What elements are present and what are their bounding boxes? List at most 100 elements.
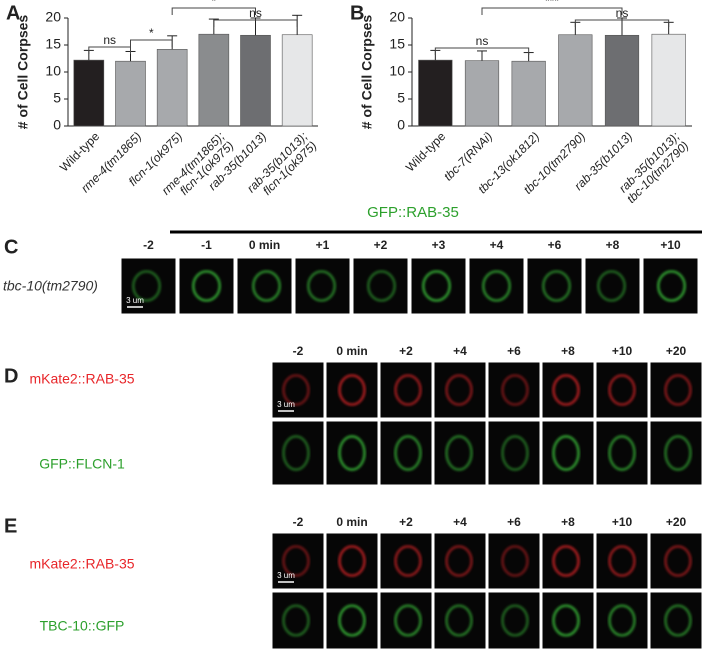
time-label: +6: [548, 238, 562, 252]
y-tick-label: 20: [389, 9, 405, 25]
bar: [418, 59, 453, 127]
significance-bracket: [481, 7, 623, 15]
micrograph: [434, 362, 486, 418]
micrograph-border: [649, 532, 703, 590]
micrograph-border: [433, 591, 487, 649]
cell-signal: [307, 270, 336, 302]
micrograph: [121, 258, 176, 314]
y-tick-label: 15: [45, 36, 61, 52]
time-label: +10: [612, 515, 633, 529]
micrograph: [596, 421, 648, 485]
micrograph-border: [271, 591, 325, 649]
micrograph-border: [325, 420, 379, 486]
row-label: mKate2::RAB-35: [29, 371, 134, 387]
micrograph: [469, 258, 524, 314]
significance-label: ns: [476, 34, 489, 48]
micrograph: [272, 533, 324, 589]
panel-letter: E: [4, 515, 17, 537]
bar: [240, 34, 271, 127]
significance-label: ns: [616, 6, 629, 20]
cell-signal: [338, 545, 366, 577]
micrograph: [596, 592, 648, 649]
time-label: +8: [606, 238, 620, 252]
bar: [558, 34, 593, 127]
micrograph: [326, 533, 378, 589]
row-label: tbc-10(tm2790): [3, 278, 98, 294]
micrograph-border: [433, 532, 487, 590]
y-tick-label: 5: [53, 90, 61, 106]
micrograph-border: [649, 361, 703, 419]
micrograph: [488, 533, 540, 589]
cell-signal: [445, 435, 473, 471]
micrograph: [434, 592, 486, 649]
micrograph: [353, 258, 408, 314]
cell-signal: [664, 435, 692, 471]
time-label: 0 min: [336, 344, 367, 358]
micrograph-border: [325, 532, 379, 590]
cell-signal: [501, 545, 529, 577]
micrograph-border: [541, 420, 595, 486]
significance-label: ***: [545, 0, 559, 8]
micrograph: [434, 533, 486, 589]
micrograph-border: [487, 532, 541, 590]
micrograph-border: [352, 257, 409, 315]
cell-signal: [338, 374, 366, 406]
bar: [115, 60, 146, 127]
cell-signal: [552, 545, 580, 577]
time-label: +6: [507, 515, 521, 529]
bar: [73, 59, 105, 127]
time-label: 0 min: [249, 238, 280, 252]
micrograph: [650, 362, 702, 418]
cell-signal: [445, 374, 473, 406]
bar: [156, 49, 188, 127]
time-label: 0 min: [336, 515, 367, 529]
micrograph: [542, 592, 594, 649]
micrograph-border: [541, 361, 595, 419]
error-bar: [617, 17, 627, 36]
cell-signal: [657, 270, 686, 302]
time-label: -2: [293, 515, 304, 529]
cell-signal: [338, 435, 366, 471]
micrograph: [380, 362, 432, 418]
micrograph: [272, 421, 324, 485]
time-label: -2: [293, 344, 304, 358]
micrograph: [326, 592, 378, 649]
micrograph: [272, 362, 324, 418]
micrograph-border: [595, 591, 649, 649]
cell-signal: [394, 374, 422, 406]
error-bar: [250, 17, 261, 36]
error-bar: [477, 50, 487, 61]
micrograph-border: [271, 361, 325, 419]
micrograph: [488, 592, 540, 649]
micrograph: [542, 421, 594, 485]
micrograph: [326, 362, 378, 418]
micrograph-border: [325, 361, 379, 419]
cell-signal: [282, 435, 310, 471]
micrograph-border: [271, 532, 325, 590]
significance-bracket: [434, 47, 530, 55]
y-tick-label: 10: [45, 63, 61, 79]
y-axis-label: # of Cell Corpses: [359, 15, 375, 130]
micrograph-border: [468, 257, 525, 315]
micrograph: [650, 592, 702, 649]
micrograph: [272, 592, 324, 649]
micrograph-border: [595, 420, 649, 486]
bar: [511, 60, 546, 127]
cell-signal: [552, 604, 580, 637]
cell-signal: [394, 545, 422, 577]
cell-signal: [608, 545, 636, 577]
row-label: GFP::FLCN-1: [39, 456, 125, 472]
time-label: +10: [660, 238, 681, 252]
micrograph-border: [487, 591, 541, 649]
micrograph: [596, 362, 648, 418]
micrograph: [650, 533, 702, 589]
micrograph: [179, 258, 234, 314]
micrograph-border: [433, 420, 487, 486]
cell-signal: [552, 435, 580, 471]
scale-bar-label: 3 um: [277, 571, 295, 580]
cell-signal: [132, 270, 161, 302]
significance-label: ns: [103, 33, 116, 47]
time-label: +4: [453, 515, 467, 529]
micrograph: [542, 362, 594, 418]
